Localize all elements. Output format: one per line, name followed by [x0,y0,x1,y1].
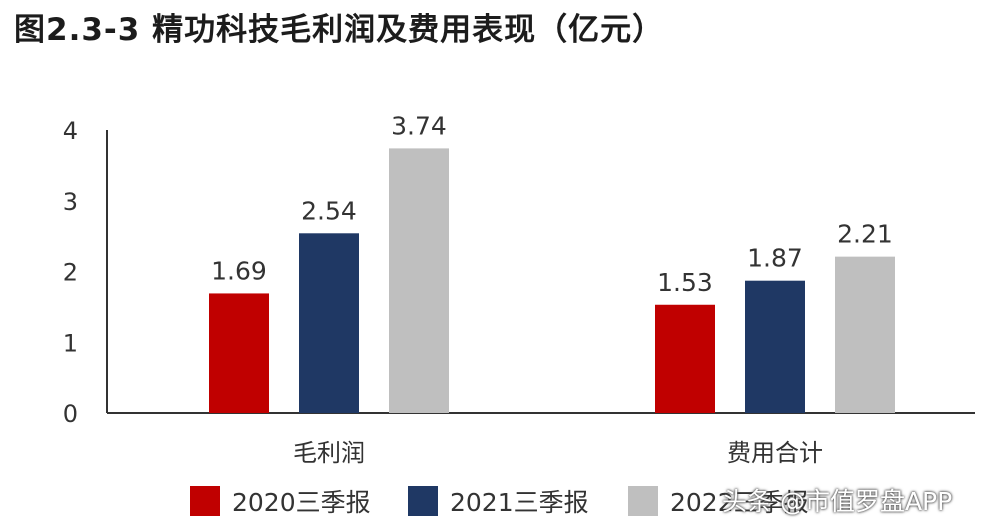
chart-title: 图2.3-3 精功科技毛利润及费用表现（亿元） [14,12,665,48]
data-labels: 1.69 1.53 2.54 1.87 3.74 2.21 [211,111,893,296]
data-label-1-0: 2.54 [301,196,357,225]
bar-0-0 [209,293,269,413]
y-tick-label-1: 1 [63,329,78,357]
data-label-2-1: 2.21 [837,220,893,249]
bar-0-1 [655,304,715,413]
x-axis-categories: 毛利润 费用合计 [293,439,823,467]
y-axis-ticks: 0 1 2 3 4 [63,117,78,428]
legend-label-0: 2020三季报 [232,488,371,517]
data-label-0-1: 1.53 [657,268,713,297]
watermark: 头条 @市值罗盘APP [722,487,953,516]
y-tick-label-2: 2 [63,259,78,287]
legend-swatch-2 [628,486,658,516]
legend-swatch-1 [408,486,438,516]
x-category-label-0: 毛利润 [293,439,365,467]
data-label-1-1: 1.87 [747,244,803,273]
y-tick-label-0: 0 [63,400,78,428]
y-tick-label-3: 3 [63,188,78,216]
data-label-0-0: 1.69 [211,256,267,285]
bars [209,148,895,413]
bar-1-0 [299,233,359,413]
x-category-label-1: 费用合计 [727,439,823,467]
bar-1-1 [745,280,805,413]
legend: 2020三季报 2021三季报 2022三季报 [190,486,809,517]
data-label-2-0: 3.74 [391,111,447,140]
legend-label-2: 2022三季报 [670,488,809,517]
bar-2-0 [389,148,449,413]
legend-swatch-0 [190,486,220,516]
legend-label-1: 2021三季报 [450,488,589,517]
bar-2-1 [835,256,895,413]
y-tick-label-4: 4 [63,117,78,145]
